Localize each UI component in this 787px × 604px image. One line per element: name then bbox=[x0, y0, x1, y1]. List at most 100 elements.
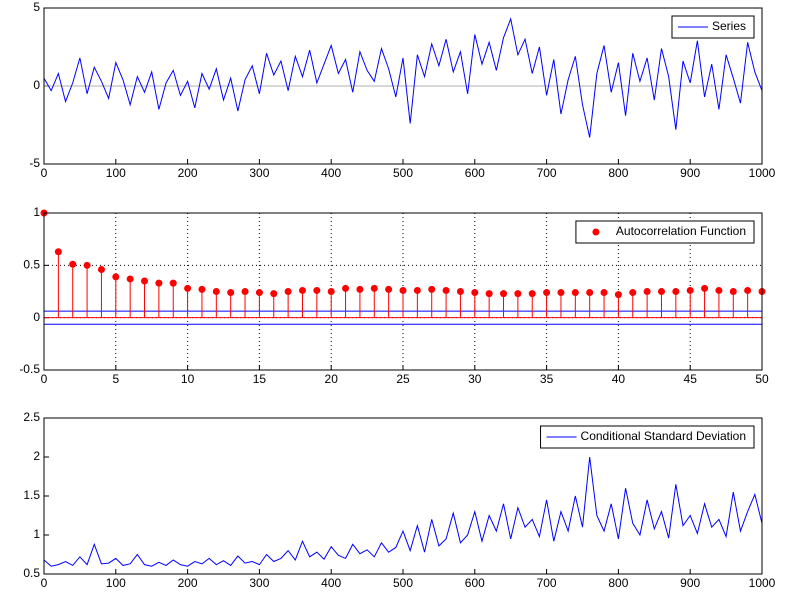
x-tick-label: 700 bbox=[537, 576, 557, 590]
x-tick-label: 1000 bbox=[749, 166, 776, 180]
x-tick-label: 0 bbox=[41, 166, 48, 180]
stem-marker bbox=[557, 289, 565, 297]
stem-marker bbox=[112, 273, 120, 281]
stem-marker bbox=[500, 290, 508, 298]
x-tick-label: 300 bbox=[249, 166, 269, 180]
x-tick-label: 700 bbox=[537, 166, 557, 180]
x-tick-label: 300 bbox=[249, 576, 269, 590]
stem-marker bbox=[744, 286, 752, 294]
x-tick-label: 15 bbox=[253, 372, 267, 386]
stem-marker bbox=[686, 286, 694, 294]
y-tick-label: 2 bbox=[33, 449, 40, 463]
stem-marker bbox=[126, 275, 134, 283]
x-tick-label: 100 bbox=[106, 576, 126, 590]
stem-marker bbox=[514, 290, 522, 298]
x-tick-label: 900 bbox=[680, 576, 700, 590]
x-tick-label: 200 bbox=[178, 576, 198, 590]
stem-marker bbox=[586, 289, 594, 297]
x-tick-label: 25 bbox=[396, 372, 410, 386]
stem-marker bbox=[701, 284, 709, 292]
stem-marker bbox=[657, 288, 665, 295]
legend-box bbox=[575, 220, 755, 244]
stem-marker bbox=[729, 288, 737, 295]
stem-marker bbox=[413, 286, 421, 294]
legend-box bbox=[671, 15, 755, 39]
stem-marker bbox=[284, 288, 292, 295]
y-tick-label: 1 bbox=[33, 527, 40, 541]
stem-marker bbox=[313, 286, 321, 294]
x-tick-label: 0 bbox=[41, 576, 48, 590]
stem-marker bbox=[255, 289, 263, 297]
x-tick-label: 500 bbox=[393, 166, 413, 180]
x-tick-label: 800 bbox=[608, 166, 628, 180]
stem-marker bbox=[54, 248, 62, 256]
axes-box bbox=[43, 417, 763, 575]
stem-marker bbox=[571, 289, 579, 297]
stem-marker bbox=[428, 285, 436, 293]
stem-marker bbox=[385, 285, 393, 293]
legend-label: Autocorrelation Function bbox=[616, 224, 746, 238]
stem-marker bbox=[471, 289, 479, 297]
legend-marker bbox=[592, 228, 600, 236]
x-tick-label: 30 bbox=[468, 372, 482, 386]
legend: Series bbox=[671, 15, 755, 39]
stem-marker bbox=[715, 286, 723, 294]
stem-marker bbox=[629, 289, 637, 297]
stem-marker bbox=[485, 290, 493, 298]
x-tick-label: 900 bbox=[680, 166, 700, 180]
stem-marker bbox=[442, 286, 450, 294]
stem-marker bbox=[83, 261, 91, 269]
x-tick-label: 500 bbox=[393, 576, 413, 590]
stem-marker bbox=[97, 266, 105, 274]
x-tick-label: 10 bbox=[181, 372, 195, 386]
stem-marker bbox=[184, 284, 192, 292]
stem-marker bbox=[399, 286, 407, 294]
y-tick-label: 1 bbox=[33, 205, 40, 219]
stem-marker bbox=[155, 279, 163, 287]
series-line bbox=[43, 456, 763, 567]
stem-marker bbox=[356, 285, 364, 293]
y-tick-label: 2.5 bbox=[23, 410, 40, 424]
subplot: 0 100 200 300 400 500 600 700 800 900 1000 0.5 1 1.5 2… bbox=[23, 410, 775, 590]
x-tick-label: 1000 bbox=[749, 576, 776, 590]
stem-marker bbox=[298, 286, 306, 294]
legend: Conditional Standard Deviation bbox=[540, 425, 755, 449]
y-tick-label: 5 bbox=[33, 0, 40, 14]
y-tick-label: -0.5 bbox=[19, 362, 40, 376]
stem-marker bbox=[69, 260, 77, 268]
x-tick-label: 400 bbox=[321, 166, 341, 180]
x-tick-label: 50 bbox=[755, 372, 769, 386]
stem-marker bbox=[342, 284, 350, 292]
x-tick-label: 45 bbox=[684, 372, 698, 386]
x-tick-label: 40 bbox=[612, 372, 626, 386]
stem-marker bbox=[212, 288, 220, 295]
stem-marker bbox=[270, 290, 278, 298]
stem-marker bbox=[600, 289, 608, 297]
legend-label: Conditional Standard Deviation bbox=[581, 429, 746, 443]
x-tick-label: 600 bbox=[465, 576, 485, 590]
stem-marker bbox=[327, 288, 335, 295]
axes-box bbox=[43, 212, 763, 371]
stem-marker bbox=[370, 284, 378, 292]
subplot: 0 5 10 15 20 25 30 35 40 45 50-0.500.51Autocorrela… bbox=[19, 205, 769, 386]
stem-marker bbox=[198, 285, 206, 293]
legend-box bbox=[540, 425, 755, 449]
axes-box bbox=[43, 7, 763, 165]
x-tick-label: 200 bbox=[178, 166, 198, 180]
subplot: 0 100 200 300 400 500 600 700 800 900 1000-505Seri… bbox=[29, 0, 775, 180]
stem-marker bbox=[141, 277, 149, 285]
x-tick-label: 35 bbox=[540, 372, 554, 386]
stem-marker bbox=[227, 289, 235, 297]
y-tick-label: -5 bbox=[29, 156, 40, 170]
stem-marker bbox=[643, 288, 651, 295]
x-tick-label: 20 bbox=[325, 372, 339, 386]
x-tick-label: 0 bbox=[41, 372, 48, 386]
x-tick-label: 5 bbox=[112, 372, 119, 386]
y-tick-label: 0 bbox=[33, 78, 40, 92]
x-tick-label: 400 bbox=[321, 576, 341, 590]
legend-label: Series bbox=[712, 19, 746, 33]
stem-marker bbox=[456, 288, 464, 295]
stem-marker bbox=[614, 291, 622, 299]
x-tick-label: 800 bbox=[608, 576, 628, 590]
